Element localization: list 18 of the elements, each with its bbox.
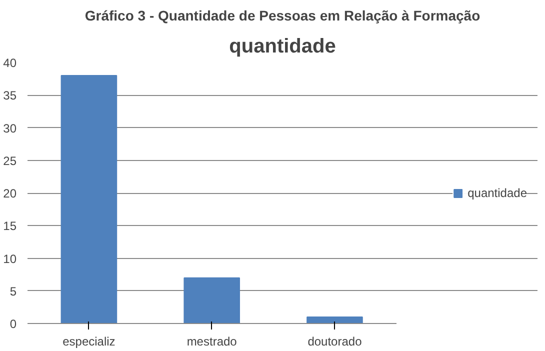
y-tick-label: 30 <box>3 121 17 136</box>
y-tick-label: 15 <box>3 219 17 234</box>
x-tick-label: especializ <box>62 334 116 348</box>
chart-subtitle: quantidade <box>229 36 336 58</box>
y-tick-label: 10 <box>3 252 17 266</box>
bar <box>306 316 363 324</box>
y-tick-label: 40 <box>3 56 17 70</box>
x-tick-label: mestrado <box>186 334 238 348</box>
chart-title: Gráfico 3 - Quantidade de Pessoas em Relação à Formação <box>84 8 480 24</box>
y-tick-label: 0 <box>10 317 17 331</box>
bar <box>60 75 118 324</box>
y-tick-label: 35 <box>3 88 17 103</box>
y-tick-label: 5 <box>10 284 17 298</box>
legend-label: quantidade <box>468 186 527 200</box>
x-tick-label: doutorado <box>308 334 362 348</box>
y-tick-label: 25 <box>3 154 17 168</box>
bar <box>184 277 240 324</box>
y-tick-label: 20 <box>3 186 17 200</box>
